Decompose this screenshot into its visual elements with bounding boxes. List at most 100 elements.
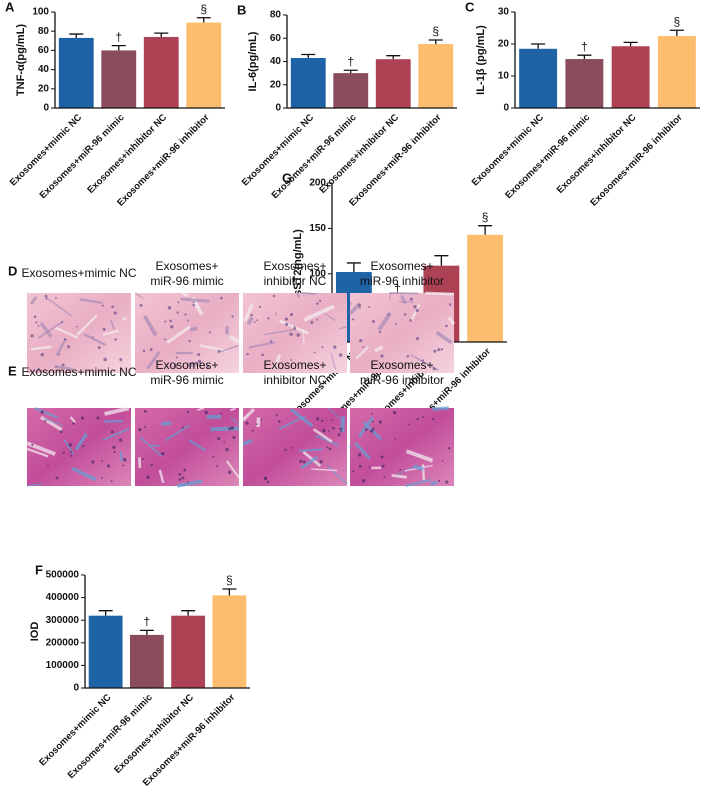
error-bar — [478, 225, 493, 235]
nucleus — [68, 443, 72, 447]
bar — [58, 37, 94, 108]
nucleus — [331, 419, 334, 422]
y-tick-label: 0 — [275, 103, 281, 114]
nucleus — [284, 322, 289, 326]
tissue-streak — [180, 297, 210, 303]
nucleus — [232, 435, 236, 439]
image-caption: Exosomes+mimic NC — [21, 365, 136, 379]
nucleus — [164, 320, 167, 323]
error-bar — [531, 43, 546, 49]
error-bar — [111, 44, 126, 51]
x-tick-label: Exosomes+inhibitor NC — [85, 112, 169, 196]
nucleus — [160, 451, 165, 456]
nucleus — [186, 410, 190, 413]
micrograph — [350, 408, 454, 486]
tissue-streak — [217, 344, 239, 354]
nucleus — [230, 426, 235, 430]
nucleus — [289, 332, 293, 336]
nucleus — [284, 317, 289, 321]
y-tick-label: 20 — [38, 83, 50, 94]
nucleus — [231, 315, 234, 318]
tissue-streak — [69, 416, 77, 424]
nucleus — [258, 305, 262, 309]
bar — [186, 22, 222, 109]
bar — [375, 59, 411, 108]
error-bar — [428, 39, 443, 45]
nucleus — [245, 421, 249, 425]
error-bar — [343, 69, 358, 74]
nucleus — [114, 338, 117, 341]
nucleus — [322, 428, 326, 433]
nucleus — [310, 320, 314, 324]
nucleus — [381, 464, 385, 468]
y-axis-label: TNF-α(pg/mL) — [15, 24, 27, 96]
image-caption: miR-96 mimic — [150, 373, 223, 387]
nucleus — [296, 333, 300, 337]
x-tick-label: Exosomes+inhibitor NC — [112, 692, 196, 776]
tissue-streak — [425, 291, 454, 296]
significance-mark: † — [347, 54, 354, 68]
nucleus — [173, 364, 178, 368]
image-caption: miR-96 inhibitor — [360, 274, 444, 288]
y-tick-label: 30 — [498, 7, 510, 18]
nucleus — [192, 301, 195, 304]
nucleus — [150, 463, 153, 467]
nucleus — [431, 417, 435, 421]
nucleus — [227, 470, 232, 474]
nucleus — [339, 427, 343, 431]
bar — [88, 615, 123, 688]
bar — [212, 595, 247, 688]
tissue-streak — [246, 316, 254, 326]
nucleus — [266, 480, 270, 484]
nucleus — [358, 303, 361, 307]
nucleus — [448, 303, 452, 306]
tissue-streak — [303, 304, 335, 322]
y-tick-label: 40 — [38, 64, 50, 75]
tissue-streak — [119, 451, 123, 462]
x-tick-label: Exosomes+miR-96 mimic — [66, 692, 155, 781]
y-tick-label: 200000 — [46, 637, 80, 648]
bar — [171, 615, 206, 688]
y-tick-label: 40 — [270, 56, 282, 67]
tissue-streak — [315, 434, 339, 446]
nucleus — [64, 338, 67, 341]
error-bar — [196, 17, 211, 23]
nucleus — [96, 416, 100, 420]
nucleus — [395, 323, 398, 325]
nucleus — [277, 420, 281, 423]
nucleus — [267, 317, 270, 320]
nucleus — [106, 464, 111, 468]
nucleus — [206, 365, 209, 369]
error-bar — [98, 610, 113, 616]
nucleus — [208, 331, 211, 334]
axis — [286, 15, 457, 109]
tissue-streak — [109, 319, 115, 330]
error-bar — [154, 32, 169, 37]
panel-letter: A — [5, 0, 15, 14]
tissue-streak — [43, 417, 63, 426]
nucleus — [383, 475, 386, 478]
nucleus — [255, 423, 258, 426]
tissue-streak — [263, 329, 294, 336]
bar — [143, 36, 179, 108]
nucleus — [371, 412, 373, 415]
nucleus — [110, 480, 113, 483]
nucleus — [197, 359, 202, 364]
nucleus — [216, 465, 219, 468]
nucleus — [333, 345, 337, 349]
x-tick-label: Exosomes+mimic NC — [8, 112, 84, 188]
nucleus — [223, 441, 225, 443]
tissue-streak — [302, 329, 305, 346]
nucleus — [361, 479, 366, 483]
tissue-streak — [311, 468, 338, 472]
nucleus — [55, 476, 59, 480]
nucleus — [415, 308, 419, 312]
nucleus — [54, 296, 57, 299]
tissue-streak — [176, 479, 203, 488]
panel-letter: D — [8, 263, 17, 278]
nucleus — [253, 321, 256, 323]
tissue-streak — [37, 320, 65, 339]
y-tick-label: 0 — [503, 103, 509, 114]
y-tick-label: 200 — [309, 178, 326, 189]
